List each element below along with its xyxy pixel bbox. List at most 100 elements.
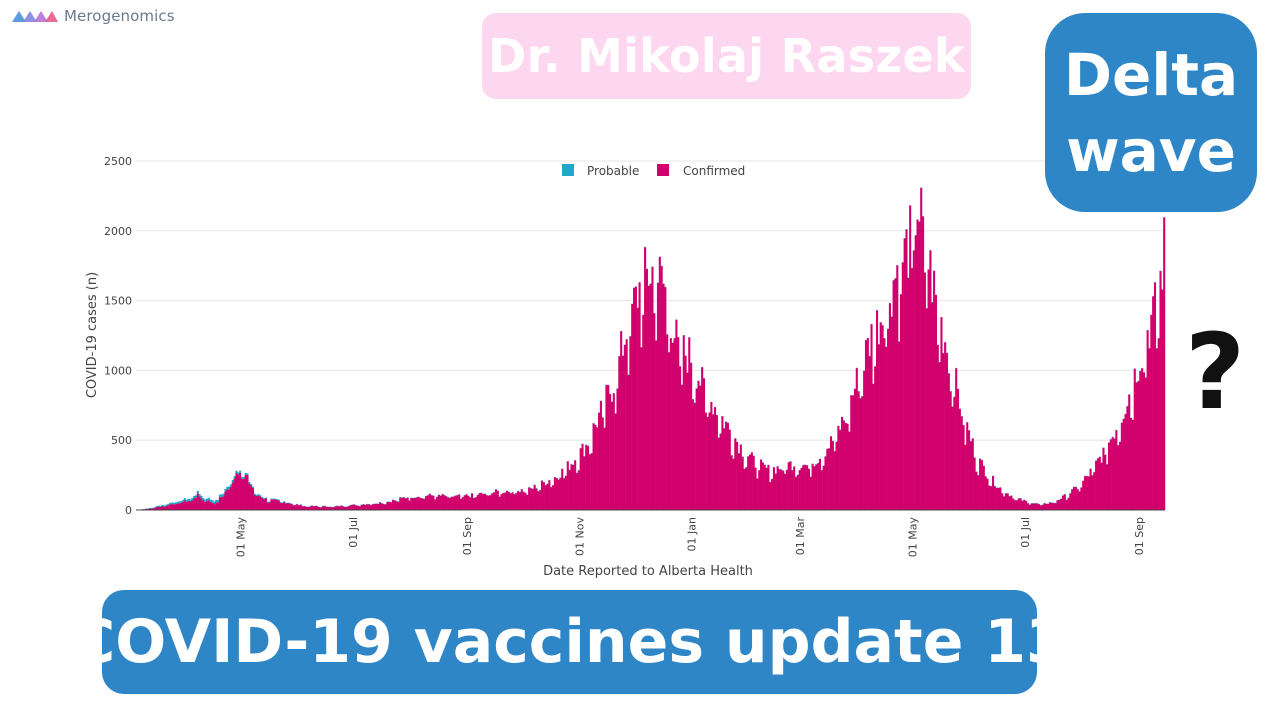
bar-confirmed bbox=[588, 454, 591, 510]
bar-confirmed bbox=[310, 505, 313, 510]
bar-confirmed bbox=[633, 287, 636, 510]
bar-probable bbox=[251, 486, 255, 489]
bar-confirmed bbox=[399, 497, 402, 510]
bar-confirmed bbox=[699, 385, 702, 510]
bar-confirmed bbox=[1102, 447, 1105, 510]
bar-confirmed bbox=[684, 355, 687, 510]
bar-confirmed bbox=[204, 501, 207, 510]
bar-confirmed bbox=[263, 499, 266, 510]
bar-confirmed bbox=[448, 497, 452, 510]
x-tick-label: 01 May bbox=[235, 517, 248, 558]
bar-confirmed bbox=[888, 303, 891, 510]
bar-confirmed bbox=[285, 503, 288, 510]
bar-confirmed bbox=[916, 219, 919, 511]
bar-confirmed bbox=[474, 497, 477, 510]
bar-confirmed bbox=[680, 384, 683, 510]
bar-confirmed bbox=[1085, 476, 1088, 510]
bar-probable bbox=[172, 502, 175, 505]
bar-confirmed bbox=[691, 399, 695, 510]
bar-confirmed bbox=[167, 505, 170, 510]
bar-confirmed bbox=[984, 476, 987, 510]
bar-confirmed bbox=[638, 282, 641, 510]
bar-confirmed bbox=[824, 456, 827, 510]
bar-confirmed bbox=[929, 250, 932, 510]
bar-confirmed bbox=[463, 495, 466, 510]
bar-probable bbox=[281, 502, 284, 504]
bar-confirmed bbox=[782, 470, 785, 510]
bar-confirmed bbox=[1153, 282, 1157, 510]
bar-confirmed bbox=[923, 272, 926, 510]
bar-confirmed bbox=[1039, 505, 1042, 510]
bar-confirmed bbox=[857, 391, 860, 510]
bar-confirmed bbox=[839, 430, 842, 510]
bar-confirmed bbox=[196, 493, 199, 510]
bar-confirmed bbox=[890, 316, 893, 510]
bar-confirmed bbox=[922, 216, 925, 510]
bar-confirmed bbox=[303, 506, 306, 510]
bar-confirmed bbox=[257, 495, 260, 510]
bar-confirmed bbox=[364, 504, 367, 510]
bar-confirmed bbox=[169, 504, 172, 510]
bar-probable bbox=[200, 495, 203, 499]
bar-confirmed bbox=[807, 468, 810, 510]
bar-confirmed bbox=[666, 334, 669, 510]
bar-confirmed bbox=[445, 496, 448, 510]
bar-confirmed bbox=[391, 499, 394, 510]
bar-probable bbox=[154, 506, 157, 508]
bar-probable bbox=[205, 498, 209, 502]
bar-confirmed bbox=[640, 347, 643, 510]
bar-confirmed bbox=[1072, 487, 1076, 510]
bar-confirmed bbox=[459, 498, 463, 510]
bar-probable bbox=[264, 497, 267, 499]
bar-confirmed bbox=[673, 338, 676, 510]
bar-confirmed bbox=[1100, 462, 1103, 510]
bar-confirmed bbox=[548, 480, 551, 510]
bar-confirmed bbox=[1043, 503, 1046, 510]
bar-confirmed bbox=[233, 478, 236, 510]
bar-confirmed bbox=[737, 453, 741, 510]
bar-confirmed bbox=[388, 501, 391, 510]
bar-confirmed bbox=[410, 498, 413, 510]
bar-confirmed bbox=[997, 487, 1000, 510]
bar-confirmed bbox=[437, 494, 440, 510]
bar-probable bbox=[180, 501, 183, 504]
bar-confirmed bbox=[690, 362, 693, 510]
bar-probable bbox=[159, 505, 163, 507]
bar-confirmed bbox=[408, 500, 411, 510]
bar-confirmed bbox=[664, 287, 667, 510]
bar-confirmed bbox=[669, 338, 672, 510]
bar-confirmed bbox=[226, 489, 229, 510]
bar-probable bbox=[158, 505, 161, 507]
bar-probable bbox=[242, 477, 245, 479]
bar-confirmed bbox=[702, 378, 706, 510]
bar-confirmed bbox=[592, 423, 595, 510]
bar-confirmed bbox=[883, 338, 886, 510]
bar-confirmed bbox=[614, 413, 617, 510]
bar-confirmed bbox=[765, 468, 768, 510]
bar-confirmed bbox=[469, 497, 472, 510]
bar-confirmed bbox=[471, 493, 474, 510]
bar-confirmed bbox=[493, 492, 496, 510]
bar-confirmed bbox=[353, 504, 356, 510]
bar-confirmed bbox=[1067, 497, 1070, 510]
bar-confirmed bbox=[1128, 394, 1131, 510]
bar-confirmed bbox=[852, 395, 855, 510]
bar-confirmed bbox=[758, 470, 761, 510]
bar-confirmed bbox=[259, 496, 262, 510]
bar-confirmed bbox=[579, 448, 582, 510]
bar-confirmed bbox=[956, 389, 960, 510]
bar-probable bbox=[229, 484, 232, 488]
bar-confirmed bbox=[507, 491, 510, 510]
bar-confirmed bbox=[1060, 498, 1063, 510]
bar-probable bbox=[215, 499, 218, 503]
bar-confirmed bbox=[467, 495, 470, 510]
bar-confirmed bbox=[1014, 500, 1017, 510]
bar-probable bbox=[226, 486, 229, 490]
bar-confirmed bbox=[1122, 418, 1125, 510]
bar-confirmed bbox=[841, 417, 844, 510]
bar-confirmed bbox=[292, 505, 295, 510]
bar-probable bbox=[207, 497, 210, 501]
bar-confirmed bbox=[607, 385, 610, 510]
bar-confirmed bbox=[515, 493, 518, 510]
